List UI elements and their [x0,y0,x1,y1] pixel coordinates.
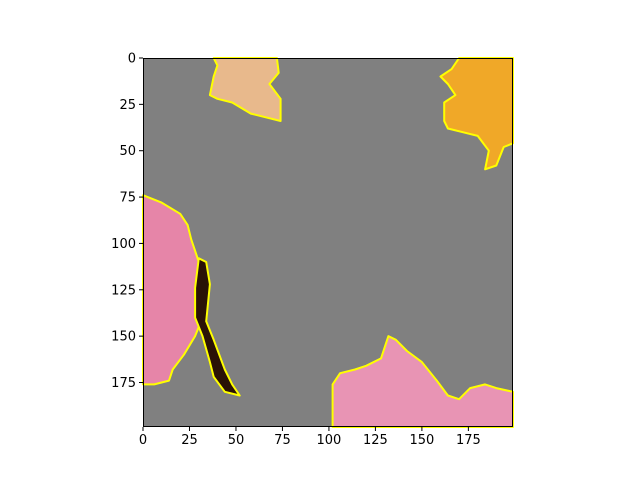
x-tick-label: 25 [181,433,198,448]
pink-petal-bottom [331,335,514,428]
x-tick-label: 0 [139,433,147,448]
y-tick-label: 150 [111,330,136,345]
peach-petal-top [208,57,282,122]
y-tick-label: 75 [119,191,136,206]
y-tick-label: 125 [111,283,136,298]
y-tick-label: 100 [111,237,136,252]
x-tick-label: 150 [409,433,434,448]
y-tick-label: 50 [119,144,136,159]
x-axis: 0 25 50 75 100 125 150 175 [139,427,481,448]
y-axis: 0 25 50 75 100 125 150 175 [111,52,143,391]
axes-frame [143,58,513,427]
y-tick-label: 0 [128,52,136,67]
image-regions [142,57,514,428]
x-tick-label: 175 [456,433,481,448]
y-tick-label: 175 [111,376,136,391]
x-tick-label: 50 [228,433,245,448]
dark-stem [194,257,241,397]
x-tick-label: 75 [274,433,291,448]
yellow-flower-top-right [439,57,514,171]
y-tick-label: 25 [119,98,136,113]
x-tick-label: 125 [363,433,388,448]
x-tick-label: 100 [317,433,342,448]
